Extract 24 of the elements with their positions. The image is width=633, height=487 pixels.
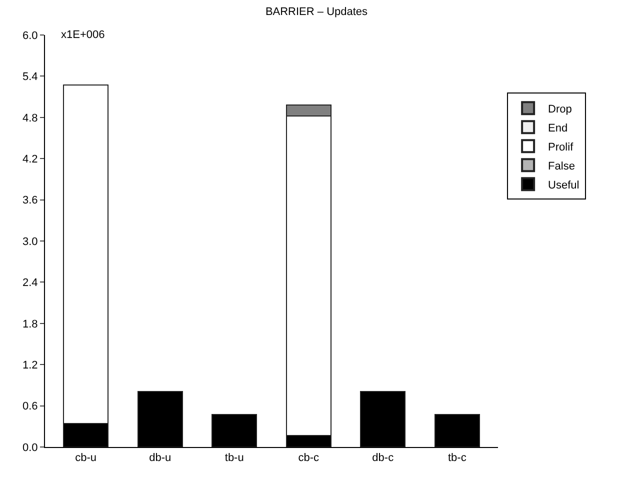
x-tick-label: db-c [372, 452, 394, 464]
y-tick-label: 5.4 [22, 71, 38, 84]
legend-label: False [548, 160, 575, 172]
y-tick-label: 0.6 [22, 400, 38, 413]
y-tick-label: 0.0 [22, 442, 38, 454]
y-tick-label: 2.4 [22, 277, 38, 290]
annotation: x1E+006 [61, 29, 105, 41]
x-tick-label: db-u [149, 452, 172, 464]
legend-label: Prolif [548, 141, 574, 154]
x-tick-label: cb-u [75, 452, 97, 464]
y-tick-label: 3.0 [22, 236, 38, 248]
x-tick-label: cb-c [298, 452, 320, 464]
x-tick-label: tb-c [448, 452, 467, 464]
y-tick-label: 3.6 [22, 194, 38, 207]
chart-title: BARRIER – Updates [265, 6, 368, 18]
legend-label: Drop [548, 103, 572, 116]
y-tick-label: 1.8 [22, 318, 38, 330]
y-tick-label: 6.0 [22, 30, 38, 42]
legend-label: Useful [548, 179, 580, 192]
y-tick-label: 4.8 [22, 112, 38, 124]
y-tick-label: 1.2 [22, 359, 38, 372]
y-tick-label: 4.2 [22, 153, 38, 166]
x-tick-label: tb-u [224, 452, 244, 464]
legend-label: End [548, 122, 568, 134]
